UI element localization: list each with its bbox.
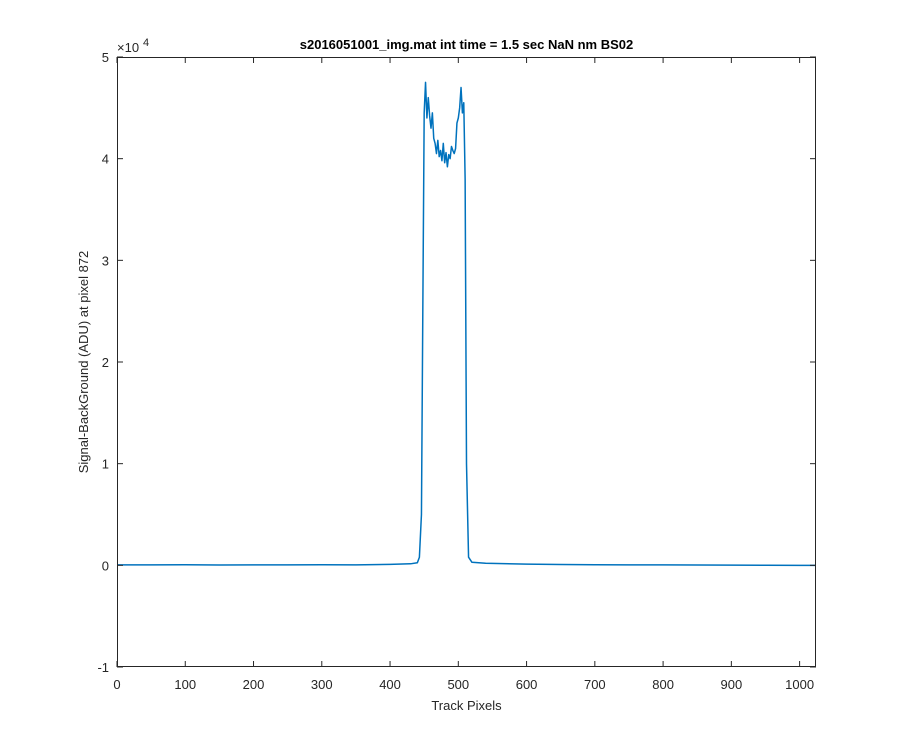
x-axis-label: Track Pixels [431, 698, 502, 713]
y-multiplier-exponent: 4 [143, 37, 149, 49]
series-line-0 [116, 81, 816, 567]
y-axis-multiplier: ×10 4 [117, 37, 149, 55]
y-tick-label: -1 [97, 660, 109, 675]
y-tick-label: 1 [102, 457, 109, 472]
x-tick-label: 800 [652, 677, 674, 692]
x-tick-label: 1000 [785, 677, 814, 692]
y-multiplier-base: ×10 [117, 40, 139, 55]
y-axis-label: Signal-BackGround (ADU) at pixel 872 [76, 251, 91, 474]
x-tick-label: 300 [311, 677, 333, 692]
y-tick-label: 0 [102, 558, 109, 573]
y-tick-label: 5 [102, 50, 109, 65]
x-tick-label: 900 [721, 677, 743, 692]
x-tick-label: 200 [243, 677, 265, 692]
y-tick-label: 2 [102, 355, 109, 370]
x-tick-label: 0 [113, 677, 120, 692]
x-axis: 0 100 200 300 400 500 600 700 800 900 1000 [113, 57, 814, 692]
y-tick-label: 3 [102, 253, 109, 268]
x-tick-label: 500 [447, 677, 469, 692]
chart-title: s2016051001_img.mat int time = 1.5 sec N… [300, 37, 634, 52]
x-tick-label: 100 [174, 677, 196, 692]
x-tick-label: 700 [584, 677, 606, 692]
y-tick-label: 4 [102, 152, 109, 167]
x-tick-label: 400 [379, 677, 401, 692]
y-axis: -1 0 1 2 3 4 5 [97, 50, 816, 675]
x-tick-label: 600 [516, 677, 538, 692]
series-layer [116, 81, 816, 567]
